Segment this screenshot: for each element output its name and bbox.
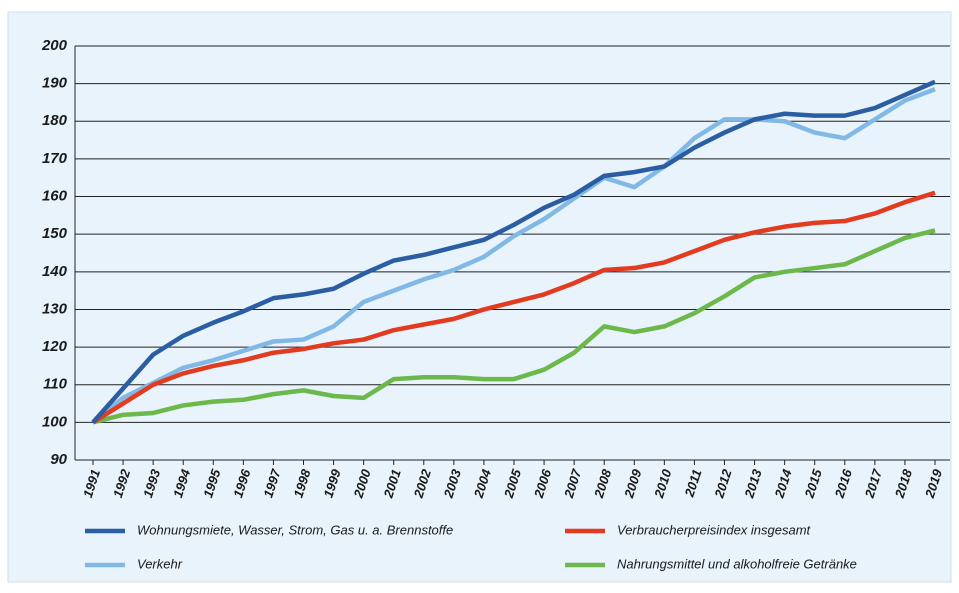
y-tick-label: 160: [42, 188, 68, 205]
series-line: [92, 228, 936, 425]
y-tick-label: 150: [42, 225, 68, 242]
y-tick-label: 170: [42, 150, 68, 167]
y-tick-label: 120: [42, 338, 68, 355]
y-tick-label: 190: [42, 75, 68, 92]
y-tick-label: 130: [42, 300, 68, 317]
chart-panel: [7, 11, 952, 583]
legend-label: Verkehr: [137, 556, 183, 571]
legend-label: Wohnungsmiete, Wasser, Strom, Gas u. a. …: [137, 522, 453, 537]
series-line: [91, 190, 936, 425]
series-line: [91, 87, 936, 425]
y-tick-label: 140: [42, 263, 68, 280]
y-tick-label: 180: [42, 112, 68, 129]
y-tick-label: 90: [50, 451, 67, 468]
series-line: [91, 79, 936, 424]
legend-label: Nahrungsmittel und alkoholfreie Getränke: [617, 556, 857, 571]
y-tick-label: 110: [43, 376, 68, 393]
y-tick-label: 200: [41, 37, 68, 54]
y-tick-label: 100: [42, 413, 68, 430]
legend-label: Verbraucherpreisindex insgesamt: [617, 522, 812, 537]
